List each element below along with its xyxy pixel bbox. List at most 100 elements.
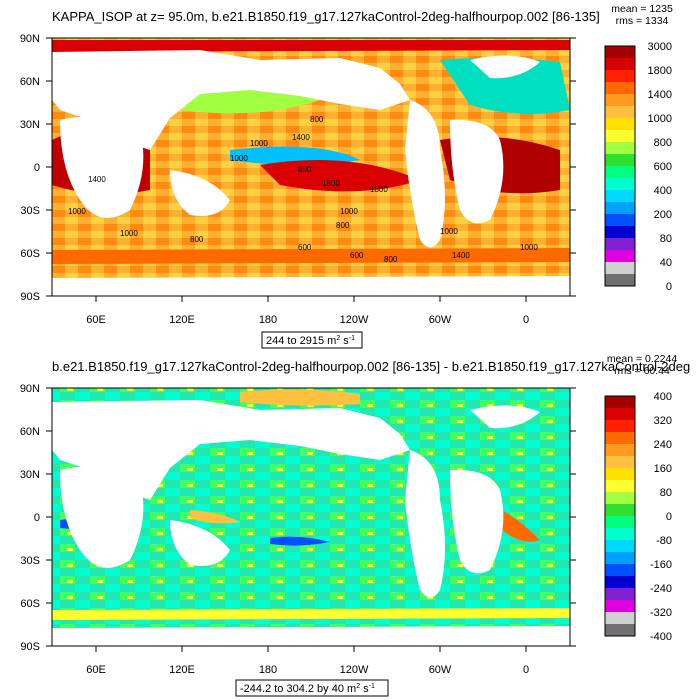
lat-tick: 60N <box>20 76 40 88</box>
lat-tick: 60S <box>20 248 40 260</box>
contour-label: 800 <box>384 255 398 264</box>
colorbar-swatch <box>605 504 635 517</box>
colorbar-label: 40 <box>660 257 672 269</box>
colorbar-swatch <box>605 274 635 287</box>
panel-bottom-rms: rms = 60.44 <box>614 365 670 377</box>
colorbar-swatch <box>605 552 635 565</box>
lat-tick: 30N <box>20 469 40 481</box>
panel-top-rms: rms = 1334 <box>616 15 669 27</box>
colorbar-frame <box>604 45 636 287</box>
lat-tick: 0 <box>34 512 40 524</box>
colorbar-swatch <box>605 226 635 239</box>
colorbar-swatch <box>605 202 635 215</box>
colorbar-swatch <box>605 70 635 83</box>
colorbar-swatch <box>605 214 635 227</box>
land-masses <box>52 400 570 646</box>
lon-tick: 60E <box>86 664 106 676</box>
contour-label: 1000 <box>440 227 458 236</box>
colorbar-label: -400 <box>650 631 672 643</box>
colorbar-swatch <box>605 468 635 481</box>
lat-tick: 60S <box>20 598 40 610</box>
panel-top-mean: mean = 1235 <box>611 3 673 15</box>
contour-label: 800 <box>190 235 204 244</box>
colorbar-swatch <box>605 142 635 155</box>
colorbar-label: 80 <box>660 487 672 499</box>
colorbar-label: 600 <box>654 161 672 173</box>
colorbar-label: 1000 <box>648 113 672 125</box>
pacific-negative <box>270 536 330 546</box>
colorbar-swatch <box>605 178 635 191</box>
colorbar-swatch <box>605 166 635 179</box>
colorbar-label: 0 <box>666 281 672 293</box>
colorbar-swatch <box>605 612 635 625</box>
colorbar-swatch <box>605 576 635 589</box>
colorbar-swatch <box>605 130 635 143</box>
colorbar-swatch <box>605 262 635 275</box>
colorbar-label: -240 <box>650 583 672 595</box>
colorbar-swatch <box>605 540 635 553</box>
panel-bottom: b.e21.B1850.f19_g17.127kaControl-2deg-ha… <box>20 353 690 697</box>
lon-tick: 60E <box>86 314 106 326</box>
panel-bottom-tick-marks <box>46 387 576 652</box>
lon-tick: 180 <box>259 664 277 676</box>
colorbar-label: -320 <box>650 607 672 619</box>
contour-label: 800 <box>310 115 324 124</box>
colorbar-label: 160 <box>654 463 672 475</box>
contour-label: 1400 <box>292 133 310 142</box>
colorbar-swatch <box>605 190 635 203</box>
contour-label: 800 <box>336 221 350 230</box>
colorbar-swatch <box>605 238 635 251</box>
land-masses <box>52 50 570 296</box>
lat-tick: 90S <box>20 641 40 653</box>
panel-bottom-map <box>52 388 570 646</box>
colorbar-swatch <box>605 58 635 71</box>
colorbar-swatch <box>605 564 635 577</box>
colorbar-swatch <box>605 444 635 457</box>
lat-tick: 30S <box>20 205 40 217</box>
panel-bottom-mean: mean = 0.2244 <box>607 353 678 365</box>
lat-tick: 60N <box>20 426 40 438</box>
contour-label: 1000 <box>230 154 248 163</box>
lat-tick: 0 <box>34 162 40 174</box>
lon-tick: 120W <box>340 664 369 676</box>
colorbar-swatch <box>605 624 635 637</box>
colorbar-label: 1400 <box>648 89 672 101</box>
panel-top-lon-ticks: 60E 120E 180 120W 60W 0 <box>86 314 529 326</box>
pacific-positive <box>190 510 240 524</box>
colorbar-frame <box>604 395 636 637</box>
colorbar-swatch <box>605 94 635 107</box>
contour-label: 1000 <box>120 229 138 238</box>
panel-bottom-lat-ticks: 90N 60N 30N 0 30S 60S 90S <box>20 383 40 653</box>
colorbar-swatch <box>605 396 635 409</box>
colorbar-swatch <box>605 456 635 469</box>
colorbar-label: -80 <box>656 535 672 547</box>
arctic-positive <box>240 389 360 406</box>
colorbar-swatch <box>605 250 635 263</box>
arctic-warm <box>52 40 570 52</box>
contour-label: 1000 <box>250 139 268 148</box>
colorbar-label: 80 <box>660 233 672 245</box>
panel-bottom-range-box <box>235 679 389 697</box>
colorbar-swatch <box>605 106 635 119</box>
colorbar-swatch <box>605 480 635 493</box>
colorbar-swatch <box>605 420 635 433</box>
lat-tick: 30S <box>20 555 40 567</box>
contour-label: 1400 <box>88 175 106 184</box>
north-atlantic-cool <box>440 57 570 114</box>
panel-top-contour-labels: 800 1000 1400 1000 1800 800 1400 1000 10… <box>68 115 538 264</box>
colorbar-swatch <box>605 492 635 505</box>
colorbar-swatch <box>605 118 635 131</box>
colorbar-label: 400 <box>654 185 672 197</box>
lon-tick: 0 <box>523 664 529 676</box>
panel-top-tick-marks <box>46 37 576 302</box>
contour-label: 1800 <box>322 179 340 188</box>
colorbar-label: 0 <box>666 511 672 523</box>
colorbar-swatch <box>605 154 635 167</box>
contour-label: 1400 <box>452 251 470 260</box>
lon-tick: 120E <box>169 664 195 676</box>
colorbar-label: 240 <box>654 439 672 451</box>
lon-tick: 60W <box>429 314 452 326</box>
contour-label: 1000 <box>520 243 538 252</box>
lon-tick: 60W <box>429 664 452 676</box>
colorbar-label: -160 <box>650 559 672 571</box>
